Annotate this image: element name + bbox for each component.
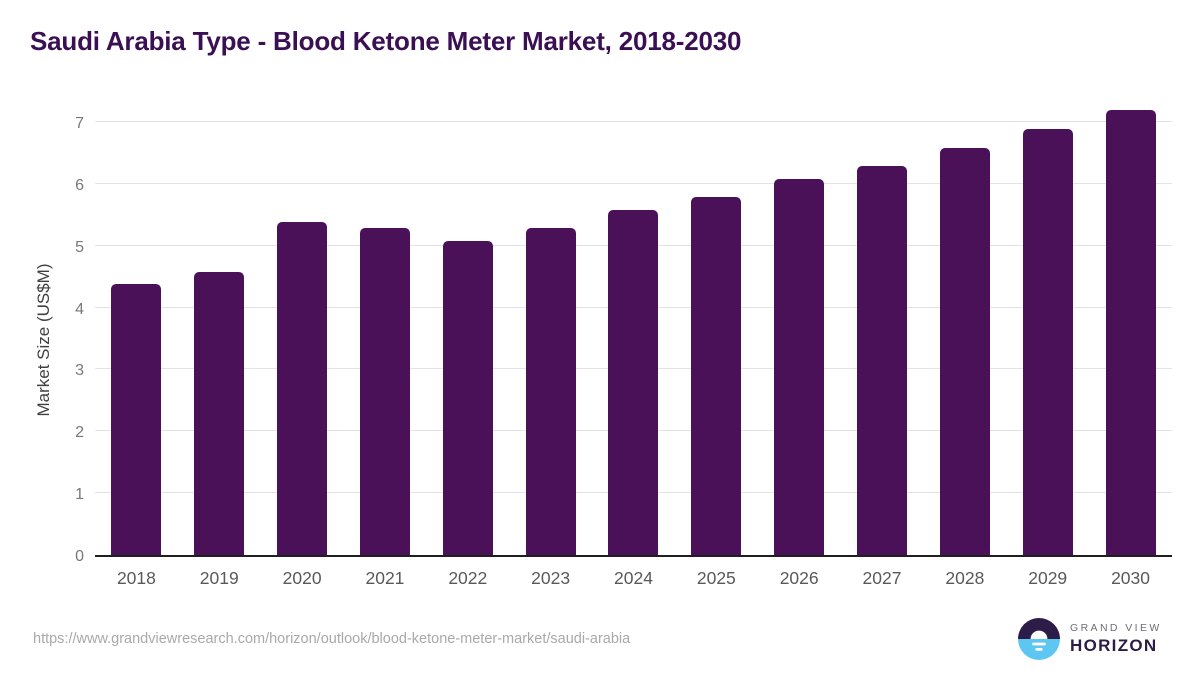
- y-tick-label-1: 1: [75, 486, 84, 504]
- source-url: https://www.grandviewresearch.com/horizo…: [33, 631, 631, 647]
- x-tick-label-2021: 2021: [365, 568, 405, 588]
- y-tick-label-7: 7: [75, 115, 84, 132]
- y-tick-label-5: 5: [75, 238, 84, 256]
- bars-row: [95, 110, 1172, 555]
- bar-slot-2029: [1006, 124, 1089, 555]
- gridline-6: [95, 182, 1172, 184]
- x-axis-labels: 2018 2019 2020 2021 2022 2023 2024 2025 2026 2027…: [95, 568, 1172, 589]
- y-tick-label-2: 2: [75, 424, 84, 442]
- bar-slot-2020: [261, 124, 344, 555]
- horizon-sun-circle-icon: [1018, 618, 1060, 660]
- bar-2018[interactable]: [111, 284, 162, 555]
- bar-2026[interactable]: [774, 178, 825, 555]
- bar-2021[interactable]: [359, 227, 410, 555]
- logo-top-text: GRAND VIEW: [1070, 622, 1162, 634]
- bar-2022[interactable]: [442, 240, 493, 555]
- x-tick-label-2020: 2020: [282, 568, 322, 588]
- x-tick-label-2026: 2026: [779, 568, 819, 588]
- y-tick-label-3: 3: [75, 362, 84, 380]
- x-tick-label-2018: 2018: [116, 568, 156, 588]
- bar-2024[interactable]: [608, 209, 659, 555]
- x-tick-label-2028: 2028: [945, 568, 985, 588]
- bar-2025[interactable]: [691, 196, 742, 555]
- bar-2030[interactable]: [1105, 110, 1156, 555]
- gridline-7: [95, 121, 1172, 122]
- bar-slot-2018: [95, 124, 178, 555]
- bar-2019[interactable]: [194, 272, 245, 555]
- y-tick-label-4: 4: [75, 300, 84, 318]
- bar-slot-2027: [841, 124, 924, 555]
- x-tick-label-2029: 2029: [1028, 568, 1068, 588]
- x-tick-label-2019: 2019: [199, 568, 239, 588]
- bar-2029[interactable]: [1022, 129, 1073, 555]
- y-tick-label-0: 0: [75, 548, 84, 565]
- bar-slot-2023: [509, 124, 592, 555]
- plot-area: [95, 110, 1172, 557]
- bar-slot-2025: [675, 124, 758, 555]
- logo-bottom-text: HORIZON: [1070, 636, 1158, 655]
- y-axis-ticks: 0 1 2 3 4 5 6 7: [0, 116, 84, 565]
- bar-slot-2021: [344, 124, 427, 555]
- bar-slot-2022: [426, 124, 509, 555]
- bar-slot-2024: [592, 124, 675, 555]
- logo-text: GRAND VIEW HORIZON: [1070, 622, 1162, 656]
- x-tick-label-2030: 2030: [1111, 568, 1151, 588]
- chart-title: Saudi Arabia Type - Blood Ketone Meter M…: [30, 26, 742, 56]
- y-tick-label-6: 6: [75, 176, 84, 194]
- x-tick-label-2024: 2024: [614, 568, 653, 588]
- bar-slot-2030: [1089, 110, 1172, 555]
- bar-2023[interactable]: [525, 227, 576, 555]
- x-tick-label-2022: 2022: [448, 568, 488, 588]
- bar-slot-2019: [178, 124, 261, 555]
- bar-2027[interactable]: [857, 165, 908, 555]
- bar-slot-2028: [923, 124, 1006, 555]
- bar-2020[interactable]: [277, 221, 328, 555]
- x-tick-label-2027: 2027: [862, 568, 902, 588]
- grandview-horizon-logo: GRAND VIEW HORIZON: [1018, 618, 1162, 660]
- x-tick-label-2023: 2023: [531, 568, 571, 588]
- bar-2028[interactable]: [939, 147, 990, 555]
- x-tick-label-2025: 2025: [696, 568, 736, 588]
- bar-slot-2026: [758, 124, 841, 555]
